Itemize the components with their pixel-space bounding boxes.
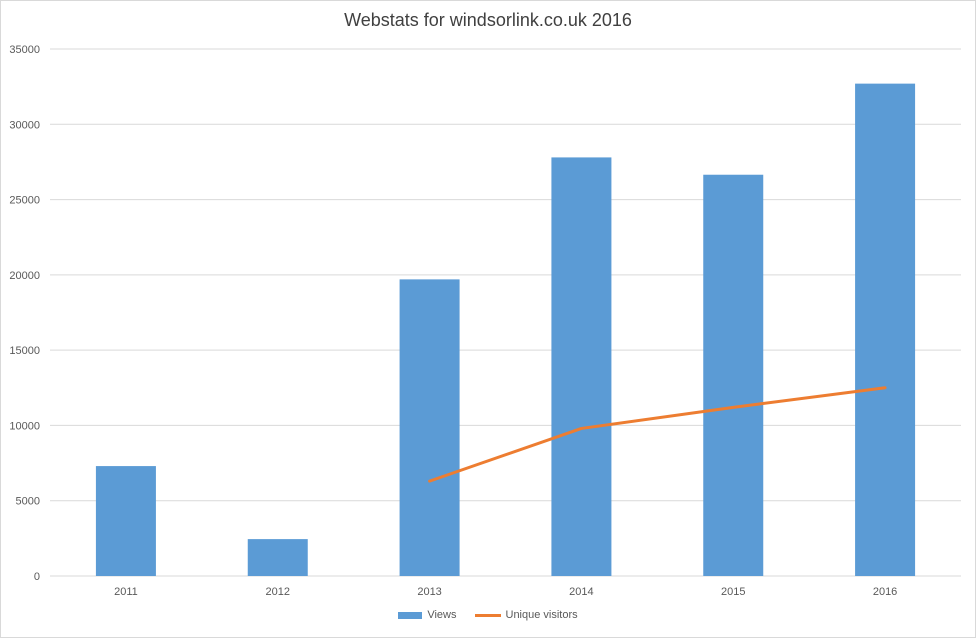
x-tick-label: 2012 (266, 586, 290, 598)
y-tick-label: 20000 (9, 270, 40, 282)
bar-views-2016 (855, 83, 916, 576)
bar-views-2013 (399, 279, 460, 576)
y-tick-label: 0 (34, 571, 40, 583)
y-tick-label: 15000 (9, 345, 40, 357)
y-tick-label: 25000 (9, 195, 40, 207)
x-tick-label: 2014 (569, 586, 593, 598)
bar-views-2012 (247, 539, 308, 576)
legend-item-unique-visitors: Unique visitors (474, 609, 578, 621)
x-tick-label: 2016 (873, 586, 897, 598)
y-tick-label: 30000 (9, 119, 40, 131)
x-tick-label: 2015 (721, 586, 745, 598)
bar-views-2014 (551, 157, 612, 576)
y-tick-label: 5000 (16, 496, 40, 508)
legend-swatch-unique-visitors (474, 613, 501, 617)
legend-label-unique-visitors: Unique visitors (505, 609, 578, 621)
legend-label-views: Views (427, 609, 457, 621)
legend-swatch-views (398, 611, 423, 619)
y-tick-label: 35000 (9, 44, 40, 56)
legend-item-views: Views (398, 609, 457, 621)
y-tick-label: 10000 (9, 420, 40, 432)
x-tick-label: 2013 (417, 586, 441, 598)
bar-views-2011 (95, 466, 156, 576)
legend: Views Unique visitors (0, 609, 976, 621)
bar-views-2015 (703, 174, 764, 576)
x-tick-label: 2011 (114, 586, 138, 598)
line-unique-visitors (428, 386, 887, 483)
chart-title: Webstats for windsorlink.co.uk 2016 (344, 10, 632, 30)
